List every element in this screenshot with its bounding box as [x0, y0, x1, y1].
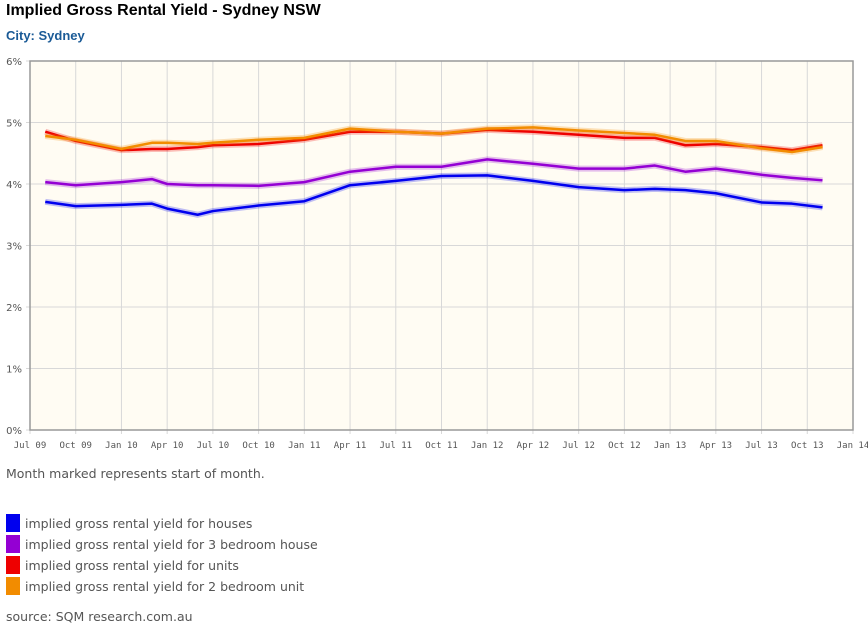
y-tick-label: 1%	[6, 365, 22, 376]
legend-label: implied gross rental yield for units	[25, 557, 239, 573]
legend-item: implied gross rental yield for units	[6, 556, 239, 574]
x-tick-label: Jan 11	[288, 441, 321, 451]
x-tick-label: Oct 13	[791, 441, 824, 451]
series-line-1	[45, 158, 823, 188]
source-text: source: SQM research.com.au	[6, 609, 193, 624]
x-tick-label: Apr 12	[517, 441, 550, 451]
x-tick-label: Oct 10	[242, 441, 275, 451]
x-tick-label: Jan 10	[105, 441, 138, 451]
chart-title: Implied Gross Rental Yield - Sydney NSW	[6, 2, 321, 19]
x-tick-label: Jan 14	[837, 441, 868, 451]
x-tick-label: Jul 09	[14, 441, 47, 451]
x-tick-label: Jul 10	[197, 441, 230, 451]
legend-label: implied gross rental yield for 2 bedroom…	[25, 578, 305, 594]
legend-item: implied gross rental yield for houses	[6, 514, 252, 532]
x-tick-label: Jul 13	[745, 441, 778, 451]
x-tick-label: Apr 13	[700, 441, 733, 451]
plot-border	[29, 60, 854, 431]
x-tick-label: Jan 13	[654, 441, 687, 451]
legend-item: implied gross rental yield for 2 bedroom…	[6, 577, 304, 595]
x-tick-label: Apr 10	[151, 441, 184, 451]
y-tick-label: 5%	[6, 119, 22, 130]
x-tick-label: Oct 11	[425, 441, 458, 451]
x-tick-label: Jul 12	[562, 441, 595, 451]
y-tick-label: 2%	[6, 303, 22, 314]
legend-swatch	[6, 577, 20, 595]
y-tick-label: 6%	[6, 57, 22, 68]
line-chart: Jul 09 Oct 09 Jan 10 Apr 10 Jul 10 Oct 10 Jan …	[6, 57, 868, 451]
y-tick-label: 3%	[6, 242, 22, 253]
legend-swatch	[6, 556, 20, 574]
legend-label: implied gross rental yield for houses	[25, 515, 253, 531]
x-tick-label: Jul 11	[380, 441, 413, 451]
y-tick-label: 4%	[6, 180, 22, 191]
legend-label: implied gross rental yield for 3 bedroom…	[25, 536, 318, 552]
series-line-0	[45, 174, 823, 216]
x-tick-label: Jan 12	[471, 441, 504, 451]
y-tick-label: 0%	[6, 426, 22, 437]
legend-item: implied gross rental yield for 3 bedroom…	[6, 535, 318, 553]
legend-swatch	[6, 535, 20, 553]
legend-swatch	[6, 514, 20, 532]
series-line-3	[45, 126, 823, 154]
x-tick-label: Oct 12	[608, 441, 641, 451]
x-tick-label: Apr 11	[334, 441, 367, 451]
footnote: Month marked represents start of month.	[6, 466, 265, 481]
x-tick-label: Oct 09	[59, 441, 92, 451]
chart-subtitle: City: Sydney	[6, 28, 85, 43]
